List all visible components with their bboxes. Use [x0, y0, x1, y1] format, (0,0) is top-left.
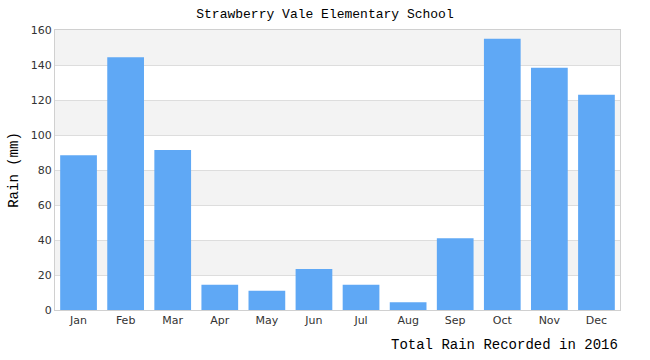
svg-text:80: 80 [38, 164, 52, 177]
svg-text:May: May [256, 314, 279, 327]
svg-text:Oct: Oct [493, 314, 513, 327]
svg-text:Dec: Dec [586, 314, 607, 327]
svg-text:140: 140 [31, 59, 52, 72]
svg-text:100: 100 [31, 129, 52, 142]
svg-text:Mar: Mar [162, 314, 183, 327]
svg-text:Jan: Jan [69, 314, 87, 327]
svg-text:Jul: Jul [353, 314, 367, 327]
svg-text:160: 160 [31, 24, 52, 37]
svg-text:Jun: Jun [304, 314, 322, 327]
svg-text:Strawberry Vale Elementary Sch: Strawberry Vale Elementary School [196, 7, 454, 22]
svg-text:0: 0 [45, 304, 52, 317]
svg-text:Sep: Sep [445, 314, 466, 327]
svg-text:Nov: Nov [539, 314, 561, 327]
svg-text:Feb: Feb [116, 314, 135, 327]
svg-text:120: 120 [31, 94, 52, 107]
svg-text:Rain (mm): Rain (mm) [6, 132, 22, 208]
svg-text:60: 60 [38, 199, 52, 212]
svg-text:Apr: Apr [210, 314, 230, 327]
svg-text:40: 40 [38, 234, 52, 247]
svg-text:Aug: Aug [397, 314, 418, 327]
svg-text:20: 20 [38, 269, 52, 282]
svg-text:Total Rain Recorded in 2016: Total Rain Recorded in 2016 [391, 337, 618, 353]
